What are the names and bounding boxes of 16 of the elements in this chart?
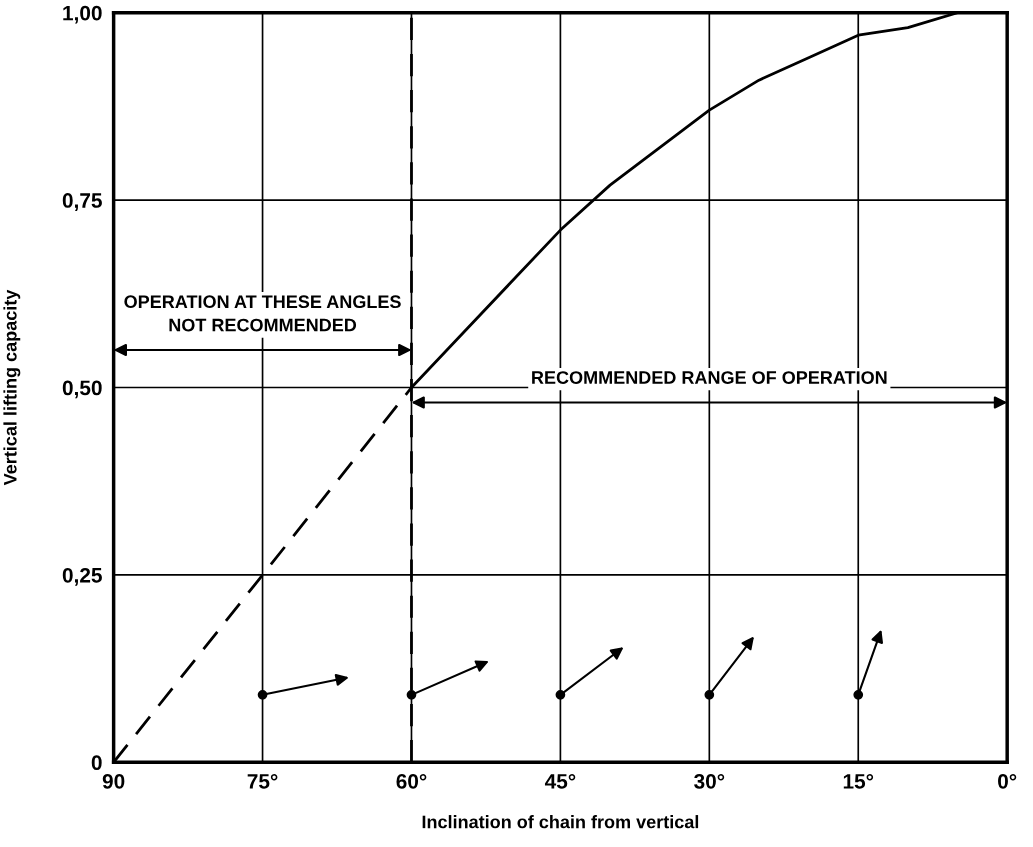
x-tick-label: 30° [694, 773, 725, 789]
x-tick-label: 75° [247, 774, 278, 789]
y-tick-label: 1,00 [63, 5, 102, 24]
y-tick-label: 0 [91, 755, 102, 771]
x-axis-title: Inclination of chain from vertical [422, 815, 699, 829]
x-tick-label: 0° [998, 773, 1017, 789]
annotation: OPERATION AT THESE ANGLES NOT RECOMMENDED [124, 295, 401, 332]
y-tick-label: 0,25 [62, 567, 102, 586]
y-tick-label: 0,75 [62, 193, 102, 211]
x-tick-label: 15° [843, 774, 874, 789]
x-tick-label: 45° [544, 774, 576, 789]
y-axis-title: Vertical lifting capacity [3, 289, 21, 486]
annotation: RECOMMENDED RANGE OF OPERATION [532, 371, 887, 384]
y-tick-label: 0,50 [62, 380, 102, 399]
x-tick-label: 90 [102, 773, 125, 789]
x-tick-label: 60° [396, 773, 427, 789]
